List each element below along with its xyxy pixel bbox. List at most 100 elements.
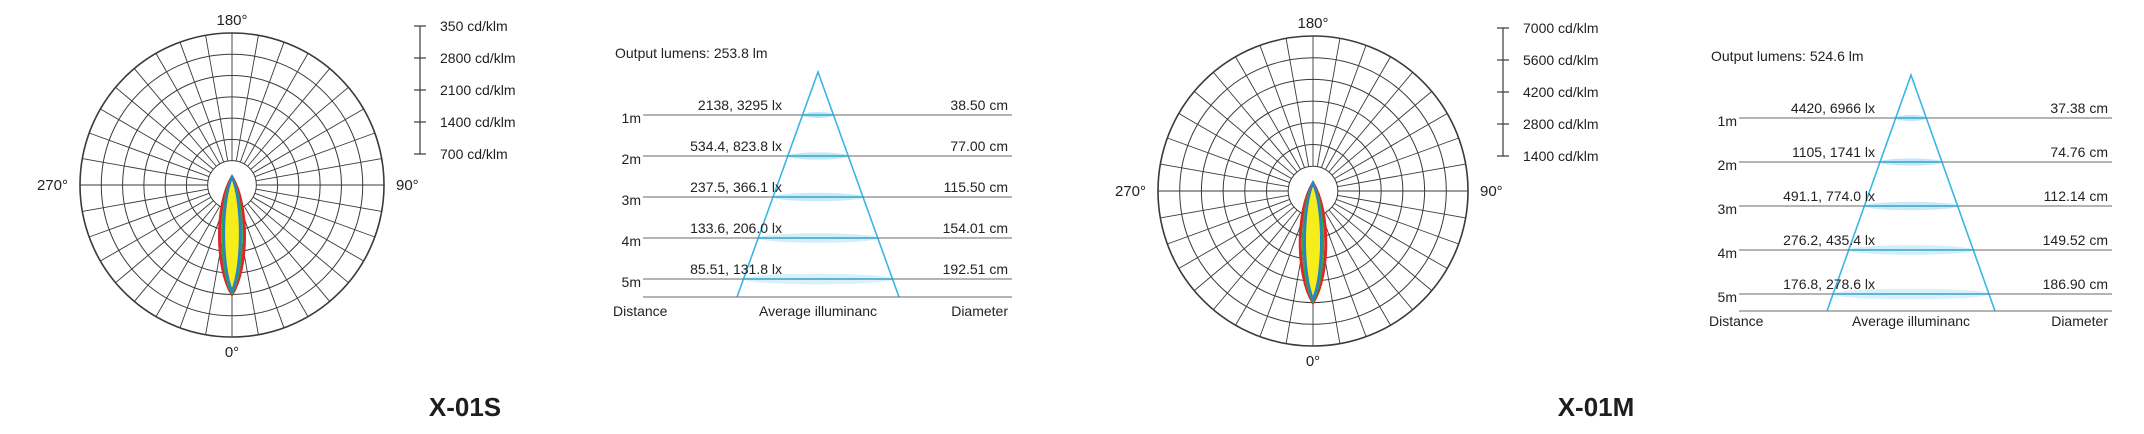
cone-row: 1m 4420, 6966 lx 37.38 cm [1718, 100, 2112, 129]
cone-row: 5m 85.51, 131.8 lx 192.51 cm [622, 261, 1012, 290]
row-illuminance: 176.8, 278.6 lx [1783, 276, 1875, 292]
polar-spoke [252, 108, 364, 174]
polar-spoke [1331, 206, 1433, 291]
column-header-diameter: Diameter [2051, 313, 2108, 329]
model-label: X-01S [429, 392, 501, 422]
cone-row: 3m 237.5, 366.1 lx 115.50 cm [622, 179, 1012, 208]
cone-row: 4m 276.2, 435.4 lx 149.52 cm [1718, 232, 2112, 261]
beam-cone-diagram: Output lumens: 253.8 lm 1m 2138, 3295 lx 38… [613, 45, 1012, 319]
output-lumens: Output lumens: 253.8 lm [615, 45, 768, 61]
polar-spoke [205, 35, 229, 162]
column-header-diameter: Diameter [951, 303, 1008, 319]
row-illuminance: 491.1, 774.0 lx [1783, 188, 1875, 204]
polar-spoke [100, 108, 212, 174]
row-illuminance: 2138, 3295 lx [698, 97, 782, 113]
polar-spoke [1337, 163, 1466, 188]
row-distance: 3m [622, 192, 641, 208]
polar-spoke [1167, 199, 1290, 245]
polar-spoke [1336, 137, 1459, 183]
polar-spoke [1328, 71, 1413, 173]
polar-spoke [179, 207, 225, 328]
polar-spoke [1336, 199, 1459, 245]
cone-row: 1m 2138, 3295 lx 38.50 cm [622, 97, 1012, 126]
polar-spoke [1213, 71, 1298, 173]
polar-spoke [1321, 45, 1367, 168]
polar-spoke [250, 86, 349, 170]
row-illuminance: 276.2, 435.4 lx [1783, 232, 1875, 248]
cone-row: 3m 491.1, 774.0 lx 112.14 cm [1718, 188, 2112, 217]
row-distance: 2m [622, 151, 641, 167]
polar-spoke [243, 205, 309, 317]
polar-spoke [1160, 194, 1289, 219]
angle-label-180: 180° [1297, 15, 1328, 32]
polar-spoke [254, 132, 375, 178]
polar-spoke [235, 35, 259, 162]
beam-lobe [1303, 180, 1323, 303]
row-illuminance: 237.5, 366.1 lx [690, 179, 782, 195]
polar-spoke [1235, 56, 1301, 170]
polar-spoke [1337, 194, 1466, 219]
product-panel-x-01s: 180° 0° 270° 90° 350 cd/klm 2800 cd/klm 2100 c… [37, 12, 1012, 422]
polar-spoke [179, 42, 225, 163]
cone-row: 2m 1105, 1741 lx 74.76 cm [1718, 144, 2112, 173]
scale-label: 7000 cd/klm [1523, 20, 1598, 36]
angle-label-270: 270° [1115, 183, 1146, 200]
angle-label-0: 0° [1306, 353, 1320, 370]
beam-lobe [221, 174, 243, 297]
row-diameter: 186.90 cm [2043, 276, 2108, 292]
cone-row: 2m 534.4, 823.8 lx 77.00 cm [622, 138, 1012, 167]
row-diameter: 149.52 cm [2043, 232, 2108, 248]
row-illuminance: 1105, 1741 lx [1792, 144, 1875, 160]
polar-spoke [252, 196, 364, 262]
product-panel-x-01m: 180° 0° 270° 90° 7000 cd/klm 5600 cd/klm 4200 … [1115, 15, 2112, 422]
polar-spoke [115, 86, 214, 170]
polar-spoke [1178, 203, 1292, 269]
row-diameter: 38.50 cm [950, 97, 1008, 113]
polar-spoke [155, 53, 221, 165]
polar-spoke [247, 203, 331, 302]
scale-label: 700 cd/klm [440, 146, 508, 162]
cone-row: 5m 176.8, 278.6 lx 186.90 cm [1718, 276, 2112, 305]
polar-diagram: 180° 0° 270° 90° [37, 12, 419, 361]
polar-spoke [133, 68, 217, 167]
polar-spoke [239, 42, 285, 163]
polar-spoke [1178, 113, 1292, 179]
row-distance: 5m [1718, 289, 1737, 305]
row-diameter: 37.38 cm [2050, 100, 2108, 116]
polar-spoke [243, 53, 309, 165]
scale-label: 1400 cd/klm [440, 114, 515, 130]
row-distance: 1m [1718, 113, 1737, 129]
polar-spoke [1160, 163, 1289, 188]
polar-diagram: 180° 0° 270° 90° [1115, 15, 1503, 370]
scale-label: 2800 cd/klm [440, 50, 515, 66]
row-diameter: 154.01 cm [943, 220, 1008, 236]
polar-spoke [239, 207, 285, 328]
polar-spoke [255, 188, 382, 212]
polar-spoke [1285, 38, 1310, 167]
polar-spoke [1259, 214, 1305, 337]
row-illuminance: 133.6, 206.0 lx [690, 220, 782, 236]
column-header-illuminance: Average illuminanc [1852, 313, 1970, 329]
row-illuminance: 85.51, 131.8 lx [690, 261, 782, 277]
intensity-scale: 7000 cd/klm 5600 cd/klm 4200 cd/klm 2800 cd… [1497, 20, 1598, 164]
angle-label-180: 180° [216, 12, 247, 29]
polar-spoke [1167, 137, 1290, 183]
polar-spoke [1259, 45, 1305, 168]
row-diameter: 112.14 cm [2044, 188, 2108, 204]
column-header-illuminance: Average illuminanc [759, 303, 877, 319]
angle-label-270: 270° [37, 177, 68, 194]
polar-spoke [255, 158, 382, 182]
beam-cone [736, 69, 900, 298]
cone-row: 4m 133.6, 206.0 lx 154.01 cm [622, 220, 1012, 249]
row-distance: 2m [1718, 157, 1737, 173]
polar-spoke [1213, 209, 1298, 311]
polar-spoke [100, 196, 212, 262]
row-distance: 5m [622, 274, 641, 290]
row-diameter: 74.76 cm [2050, 144, 2108, 160]
row-illuminance: 4420, 6966 lx [1791, 100, 1875, 116]
polar-spoke [254, 192, 375, 238]
polar-spoke [89, 132, 210, 178]
angle-label-90: 90° [1480, 183, 1503, 200]
polar-spoke [1321, 214, 1367, 337]
